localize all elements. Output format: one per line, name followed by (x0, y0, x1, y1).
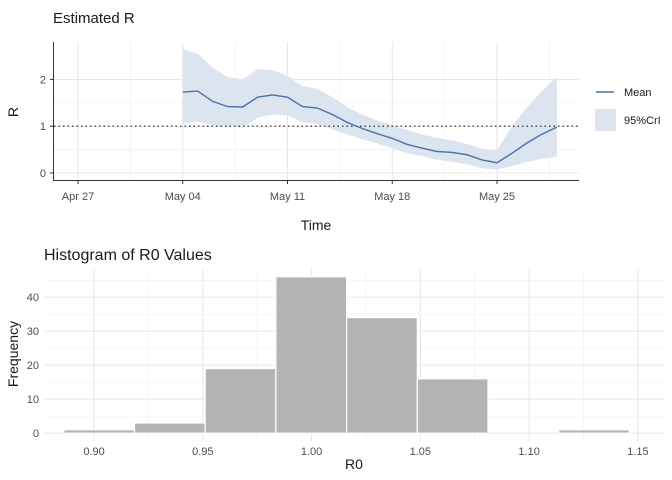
x-tick-label: May 25 (479, 191, 515, 203)
legend-mean-label: Mean (624, 87, 652, 99)
y-tick-label: 10 (27, 394, 39, 406)
legend: Mean 95%CrI (595, 87, 661, 131)
histogram-bar (133, 422, 206, 434)
histogram-bar (275, 276, 348, 434)
x-tick-label: Apr 27 (62, 191, 94, 203)
legend-ci-label: 95%CrI (624, 115, 661, 127)
chart2-x-ticks: 0.90 0.95 1.00 1.05 1.10 1.15 (83, 446, 648, 458)
chart2-y-ticks: 0 10 20 30 40 (27, 292, 39, 440)
x-tick-label: 0.90 (83, 446, 104, 458)
y-tick-label: 2 (40, 74, 46, 86)
estimated-r-chart: Estimated R 0 1 2 Apr 27 May 04 May 11 May 18… (5, 10, 661, 233)
ci-band (182, 49, 557, 170)
x-tick-label: 0.95 (192, 446, 213, 458)
y-tick-label: 40 (27, 292, 39, 304)
y-tick-label: 1 (40, 121, 46, 133)
x-tick-label: May 11 (270, 191, 305, 203)
x-tick-label: May 04 (165, 191, 201, 203)
x-tick-label: 1.00 (301, 446, 322, 458)
x-tick-label: 1.10 (518, 446, 539, 458)
chart2-title: Histogram of R0 Values (44, 247, 212, 264)
histogram-bar (416, 378, 489, 434)
chart1-title: Estimated R (53, 10, 135, 27)
histogram-bar (204, 367, 277, 434)
mean-line (182, 90, 558, 164)
y-tick-label: 30 (27, 326, 39, 338)
legend-ci-key (595, 109, 616, 131)
y-tick-label: 20 (27, 360, 39, 372)
histogram-bars (63, 276, 631, 434)
y-tick-label: 0 (40, 168, 46, 180)
histogram-bar (346, 317, 418, 434)
chart1-x-axis-label: Time (301, 217, 332, 233)
x-tick-label: May 18 (374, 191, 410, 203)
y-tick-label: 0 (33, 428, 39, 440)
x-tick-label: 1.15 (627, 446, 648, 458)
histogram-bar (63, 429, 136, 434)
chart2-x-axis-label: R0 (345, 456, 363, 472)
histogram-bar (558, 429, 631, 434)
x-tick-label: 1.05 (410, 446, 431, 458)
chart2-y-axis-label: Frequency (5, 321, 21, 387)
chart1-y-ticks: 0 1 2 (40, 74, 53, 180)
chart1-y-axis-label: R (5, 107, 21, 117)
chart1-x-ticks: Apr 27 May 04 May 11 May 18 May 25 (62, 181, 515, 203)
